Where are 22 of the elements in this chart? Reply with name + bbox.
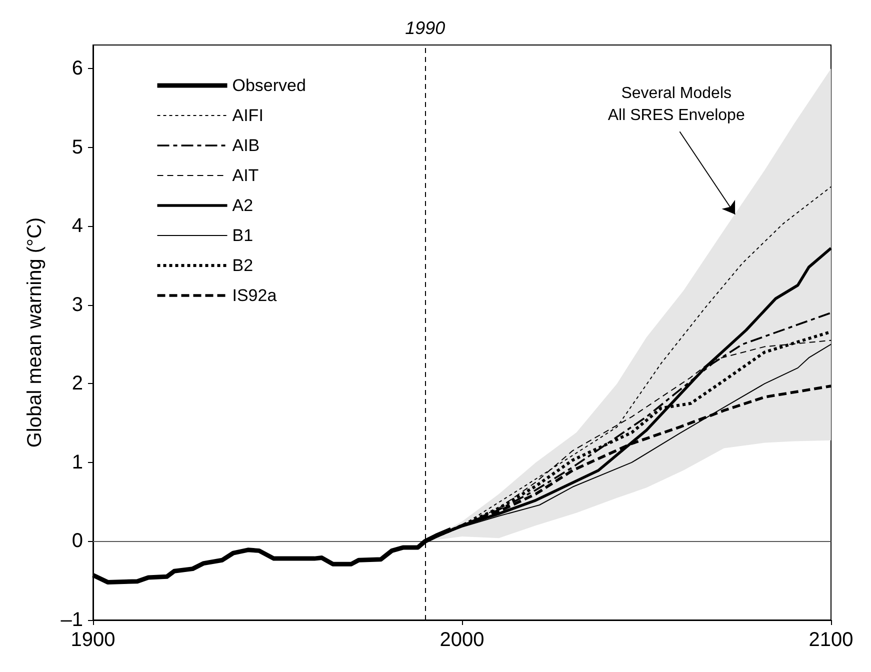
y-tick-label: 2 (72, 372, 83, 395)
ref-line-label: 1990 (405, 18, 446, 38)
y-tick-label: –1 (60, 609, 83, 631)
x-tick-label: 1900 (70, 629, 116, 651)
legend-label: B2 (232, 256, 254, 275)
legend-label: AIT (232, 166, 259, 185)
legend-label: AIFI (232, 106, 264, 125)
legend-label: Observed (232, 76, 306, 95)
x-tick-label: 2000 (440, 629, 484, 651)
annotation: Several Models All SRES Envelope (608, 85, 745, 124)
legend-label: A2 (232, 196, 254, 215)
legend-label: IS92a (232, 286, 278, 305)
y-tick-label: 0 (72, 530, 83, 552)
y-tick-label: 5 (72, 136, 83, 158)
y-tick-label: 1 (72, 451, 83, 474)
legend-label: B1 (232, 226, 254, 245)
x-tick-label: 2100 (808, 629, 854, 651)
y-tick-label: 6 (72, 58, 83, 80)
y-axis-title: Global mean warning (°C) (24, 217, 46, 448)
y-tick-label: 4 (72, 215, 83, 238)
y-tick-label: 3 (72, 294, 83, 316)
legend-label: AIB (232, 136, 260, 155)
